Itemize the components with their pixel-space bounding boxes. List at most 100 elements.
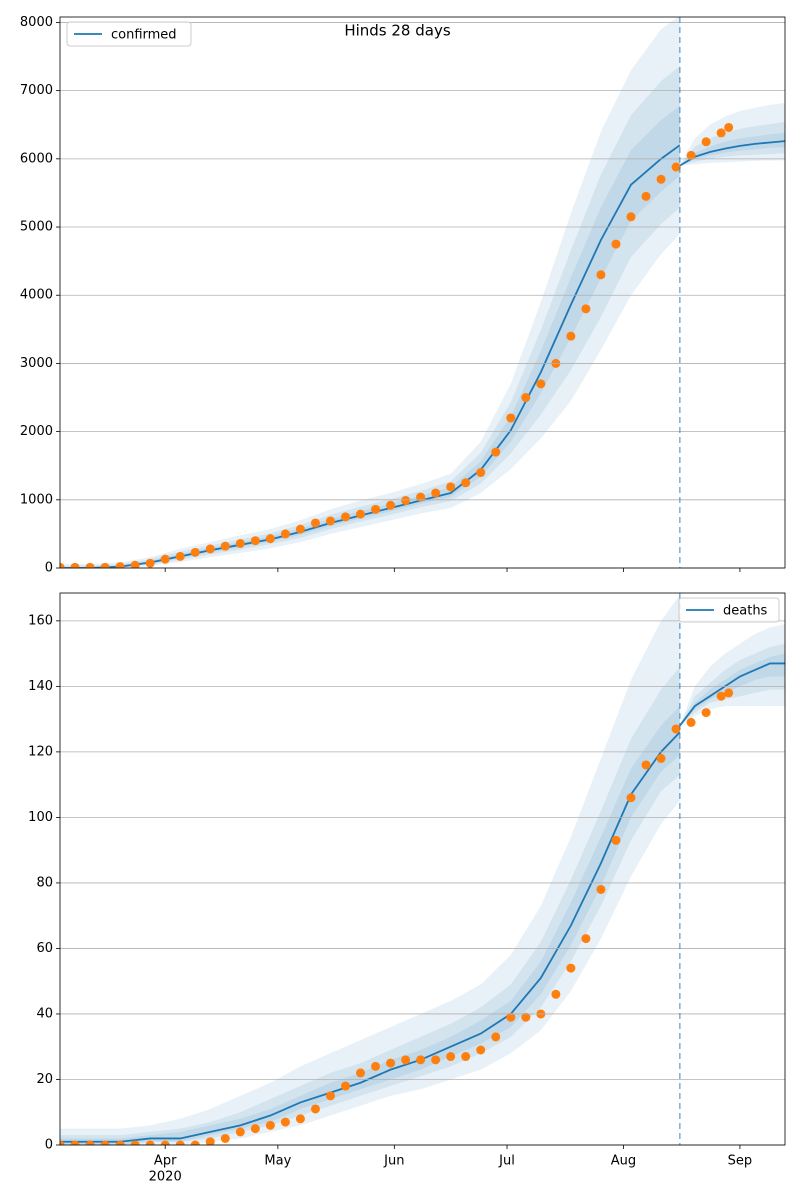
data-point (280, 529, 290, 539)
y-tick-label: 0 (45, 561, 53, 576)
data-point (340, 512, 350, 522)
data-point (175, 551, 185, 561)
data-point (461, 1052, 471, 1062)
data-point (205, 544, 215, 554)
data-point (160, 1140, 170, 1145)
data-point (220, 541, 230, 551)
data-point (145, 1140, 155, 1145)
data-point (386, 500, 396, 510)
data-point (295, 1114, 305, 1124)
data-point (85, 562, 95, 568)
data-point (716, 128, 726, 138)
data-point (401, 1055, 411, 1065)
data-point (724, 122, 734, 132)
data-point (340, 1081, 350, 1091)
data-point (611, 835, 621, 845)
data-point (100, 1140, 110, 1145)
data-point (476, 1045, 486, 1055)
y-tick-label: 100 (28, 810, 53, 825)
data-point (250, 1124, 260, 1134)
axes-frame (59, 592, 786, 1146)
x-tick-label: Apr (154, 1154, 177, 1169)
data-point (521, 1012, 531, 1022)
y-tick-label: 80 (36, 875, 53, 890)
model-line (679, 662, 785, 727)
plot-area (60, 594, 785, 1145)
data-point (671, 162, 681, 172)
data-point (325, 516, 335, 526)
data-point (716, 691, 726, 701)
legend-label: confirmed (111, 28, 177, 43)
data-point (115, 562, 125, 568)
data-point (250, 536, 260, 546)
data-point (566, 331, 576, 341)
x-tick-label: Jul (498, 1154, 515, 1169)
data-point (130, 1140, 140, 1145)
data-point (611, 239, 621, 249)
data-point (416, 492, 426, 502)
band (60, 17, 680, 568)
y-tick-label: 5000 (20, 220, 53, 235)
data-point (626, 793, 636, 803)
y-tick-label: 60 (36, 941, 53, 956)
data-point (70, 562, 80, 568)
y-tick-label: 3000 (20, 356, 53, 371)
data-point (491, 1032, 501, 1042)
data-point (70, 1140, 80, 1145)
data-point (581, 934, 591, 944)
x-tick-label: Aug (611, 1154, 636, 1169)
data-point (386, 1058, 396, 1068)
band (679, 122, 785, 166)
data-point (686, 717, 696, 727)
data-point (310, 1104, 320, 1114)
data-point (701, 137, 711, 147)
y-tick-label: 140 (28, 679, 53, 694)
data-point (461, 478, 471, 488)
data-point (656, 174, 666, 184)
y-tick-label: 20 (36, 1072, 53, 1087)
y-tick-label: 2000 (20, 424, 53, 439)
data-point (596, 270, 606, 280)
data-point (416, 1055, 426, 1065)
plot-area (60, 17, 785, 568)
data-point (371, 504, 381, 514)
data-point (60, 1140, 65, 1145)
data-point (641, 191, 651, 201)
data-point (160, 554, 170, 564)
x-tick-label: May (264, 1154, 291, 1169)
data-point (581, 304, 591, 314)
data-point (476, 468, 486, 478)
data-point (175, 1140, 185, 1145)
band (60, 594, 680, 1145)
y-tick-label: 1000 (20, 492, 53, 507)
data-point (295, 524, 305, 534)
chart-title: Hinds 28 days (344, 22, 451, 40)
data-point (325, 1091, 335, 1101)
band (679, 653, 785, 726)
data-point (205, 1137, 215, 1145)
data-point (446, 482, 456, 492)
data-point (491, 447, 501, 457)
legend-box (66, 21, 192, 47)
y-tick-label: 160 (28, 613, 53, 628)
data-point (446, 1052, 456, 1062)
data-point (371, 1061, 381, 1071)
band (679, 102, 785, 166)
x-year-label: 2020 (149, 1170, 182, 1185)
data-point (641, 760, 651, 770)
data-point (626, 212, 636, 222)
band (679, 643, 785, 726)
axes-frame (59, 16, 786, 569)
data-point (190, 547, 200, 557)
data-point (60, 562, 65, 568)
y-tick-label: 120 (28, 744, 53, 759)
y-tick-label: 8000 (20, 15, 53, 30)
data-point (701, 708, 711, 718)
data-point (280, 1117, 290, 1127)
data-point (724, 688, 734, 698)
data-point (356, 509, 366, 519)
model-line (679, 140, 785, 167)
legend-box (678, 597, 780, 623)
data-point (356, 1068, 366, 1078)
